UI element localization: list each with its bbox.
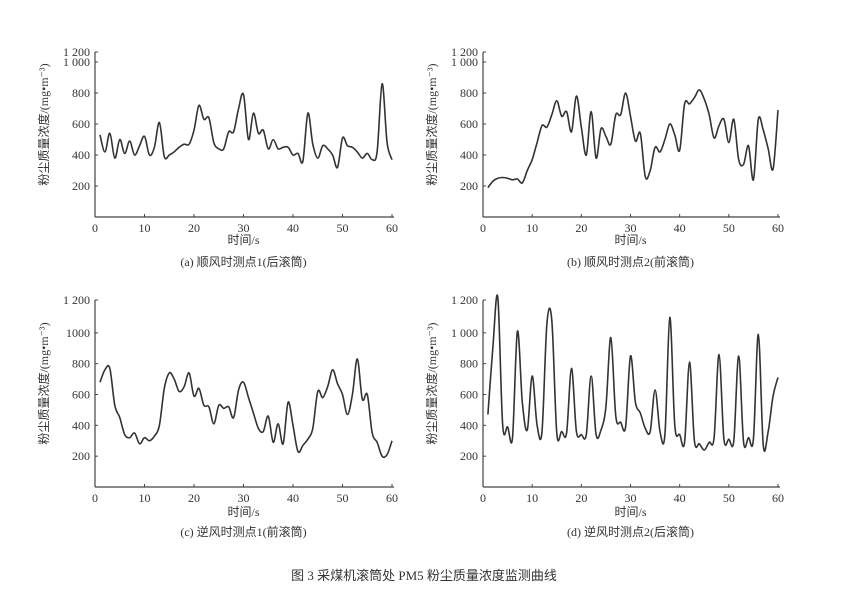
chart-a-caption: (a) 顺风时测点1(后滚筒): [180, 254, 306, 269]
chart-c-x-tick-label: 60: [386, 491, 398, 505]
chart-b-y-tick-label: 1 000: [451, 55, 478, 69]
chart-b-x-tick-label: 10: [526, 221, 538, 235]
chart-b-y-tick-label: 800: [460, 86, 478, 100]
chart-c-x-tick-label: 30: [238, 491, 250, 505]
chart-b-x-tick-label: 0: [480, 221, 486, 235]
chart-c-x-tick-label: 0: [92, 491, 98, 505]
chart-c-x-tick-label: 40: [287, 491, 299, 505]
chart-a-x-tick-label: 20: [188, 221, 200, 235]
chart-d-y-tick-label: 200: [460, 449, 478, 463]
chart-d-y-tick-label: 1 200: [451, 293, 478, 307]
chart-a-x-tick-label: 0: [92, 221, 98, 235]
chart-d-x-tick-label: 20: [575, 491, 587, 505]
chart-a-y-tick-label: 600: [72, 117, 90, 131]
chart-d-caption: (d) 逆风时测点2(后滚筒): [567, 524, 694, 539]
chart-c-y-tick-label: 800: [72, 357, 90, 371]
chart-b-x-tick-label: 30: [625, 221, 637, 235]
chart-b-x-tick-label: 60: [772, 221, 784, 235]
chart-d-y-axis-label: 粉尘质量浓度/(mg•m⁻³): [424, 322, 439, 444]
chart-a-x-tick-label: 10: [139, 221, 151, 235]
chart-c-y-axis-label: 粉尘质量浓度/(mg•m⁻³): [36, 322, 51, 444]
chart-c-series-line: [99, 358, 393, 459]
chart-b-y-axis-label: 粉尘质量浓度/(mg•m⁻³): [424, 63, 439, 185]
chart-a-x-tick-label: 30: [238, 221, 250, 235]
chart-b-series-line: [487, 89, 779, 189]
chart-a-x-tick-label: 40: [287, 221, 299, 235]
figure-caption: 图 3 采煤机滚筒处 PM5 粉尘质量浓度监测曲线: [291, 568, 557, 583]
chart-b-x-tick-label: 50: [723, 221, 735, 235]
chart-d-x-tick-label: 0: [480, 491, 486, 505]
chart-a-x-tick-label: 50: [337, 221, 349, 235]
chart-c-x-axis-label: 时间/s: [227, 505, 259, 519]
chart-b-y-tick-label: 200: [460, 179, 478, 193]
chart-b-y-tick-label: 600: [460, 117, 478, 131]
chart-a-y-tick-label: 1 000: [63, 55, 90, 69]
chart-d-y-tick-label: 800: [460, 357, 478, 371]
chart-d-x-tick-label: 60: [772, 491, 784, 505]
chart-c-x-tick-label: 50: [337, 491, 349, 505]
chart-d-x-tick-label: 50: [723, 491, 735, 505]
chart-b-caption: (b) 顺风时测点2(前滚筒): [567, 254, 694, 269]
chart-c-y-tick-label: 400: [72, 418, 90, 432]
chart-c-y-tick-label: 1000: [66, 326, 90, 340]
chart-b-y-tick-label: 400: [460, 148, 478, 162]
chart-c-y-tick-label: 600: [72, 388, 90, 402]
chart-c-x-tick-label: 20: [188, 491, 200, 505]
chart-b-x-axis-label: 时间/s: [614, 233, 646, 247]
chart-a-x-tick-label: 60: [386, 221, 398, 235]
chart-b-y-tick-label: 1 200: [451, 45, 478, 59]
chart-a-y-tick-label: 200: [72, 179, 90, 193]
chart-d-x-tick-label: 40: [674, 491, 686, 505]
chart-d-x-axis-label: 时间/s: [614, 505, 646, 519]
chart-d-y-tick-label: 600: [460, 388, 478, 402]
chart-b-x-tick-label: 20: [575, 221, 587, 235]
chart-c-x-tick-label: 10: [139, 491, 151, 505]
chart-a-y-tick-label: 1 200: [63, 45, 90, 59]
chart-c-caption: (c) 逆风时测点1(前滚筒): [180, 524, 306, 539]
chart-a-series-line: [99, 82, 393, 169]
chart-d-series-line: [487, 294, 779, 453]
chart-d-x-tick-label: 10: [526, 491, 538, 505]
chart-c-y-tick-label: 200: [72, 449, 90, 463]
chart-d-x-tick-label: 30: [625, 491, 637, 505]
chart-a-x-axis-label: 时间/s: [227, 233, 259, 247]
chart-a-y-axis-label: 粉尘质量浓度/(mg•m⁻³): [36, 63, 51, 185]
chart-a-y-tick-label: 800: [72, 86, 90, 100]
chart-c-y-tick-label: 1 200: [63, 293, 90, 307]
chart-b-x-tick-label: 40: [674, 221, 686, 235]
chart-a-y-tick-label: 400: [72, 148, 90, 162]
chart-d-y-tick-label: 1 000: [451, 326, 478, 340]
chart-d-y-tick-label: 400: [460, 418, 478, 432]
